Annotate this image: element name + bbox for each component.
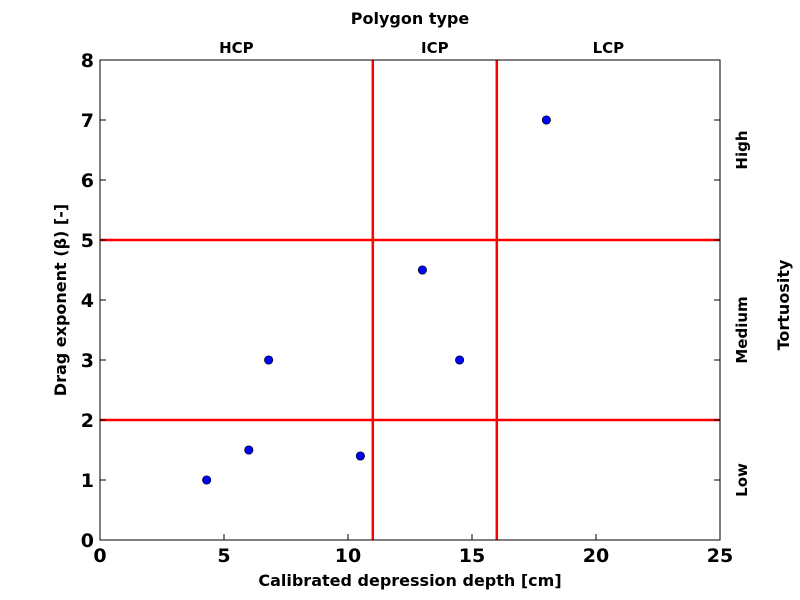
data-point [244,445,254,455]
x-tick-label: 5 [217,545,230,567]
x-axis-title: Calibrated depression depth [cm] [258,571,561,590]
y-tick-label: 5 [81,230,94,252]
plot-frame [99,59,721,541]
right-region-label: Medium [733,296,751,363]
y-tick-label: 7 [81,110,94,132]
data-point [541,115,551,125]
x-tick-label: 10 [335,545,361,567]
y-tick-label: 1 [81,470,94,492]
top-region-label: ICP [421,39,449,57]
x-tick-label: 15 [459,545,485,567]
top-region-label: HCP [219,39,254,57]
data-point [202,475,212,485]
data-point [264,355,274,365]
region-labels: HCP ICP LCP Low Medium High [219,39,751,497]
x-tick-label: 25 [707,545,733,567]
right-axis-title: Tortuosity [774,259,793,350]
x-tick-label: 0 [93,545,106,567]
y-tick-label: 2 [81,410,94,432]
y-tick-label: 3 [81,350,94,372]
x-tick-label: 20 [583,545,609,567]
axis-ticks [99,59,721,541]
y-tick-label: 8 [81,50,94,72]
y-tick-label: 4 [81,290,94,312]
data-point [455,355,465,365]
top-region-label: LCP [593,39,625,57]
chart-marks [100,60,720,540]
right-region-label: Low [733,463,751,497]
data-point [417,265,427,275]
data-point [355,451,365,461]
axis-tick-labels: 0 5 10 15 20 25 0 1 2 3 4 5 6 7 8 [81,50,733,567]
right-region-label: High [733,130,751,169]
y-tick-label: 6 [81,170,94,192]
y-tick-label: 0 [81,530,94,552]
y-axis-title: Drag exponent (β) [-] [51,204,70,396]
top-axis-title: Polygon type [351,9,470,28]
